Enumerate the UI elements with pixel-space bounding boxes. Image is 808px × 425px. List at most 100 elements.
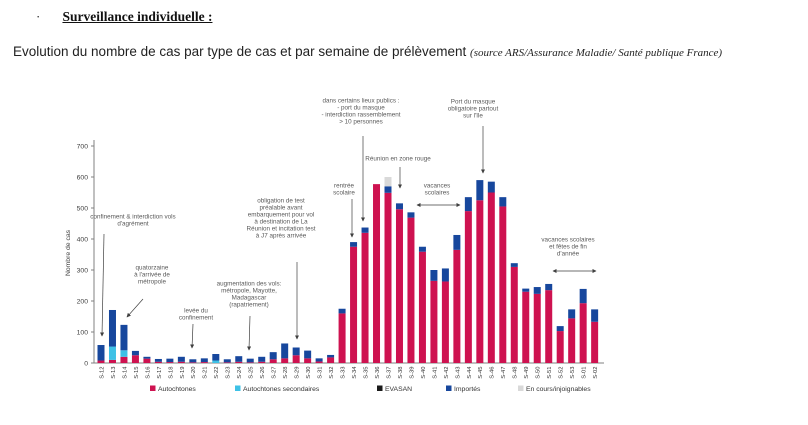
x-tick-label: S-32 — [329, 367, 335, 379]
bar-segment — [533, 293, 541, 363]
x-tick-label: S-35 — [363, 367, 369, 379]
y-axis-ticks: 0 100 200 300 400 500 600 700 — [77, 143, 94, 367]
bar-segment — [361, 227, 369, 233]
x-tick-label: S-12 — [99, 367, 105, 379]
legend-swatch — [377, 385, 383, 391]
x-tick-label: S-44 — [467, 366, 473, 379]
bar-segment — [200, 358, 208, 363]
y-tick-label: 300 — [77, 267, 89, 274]
bar-segment — [361, 232, 369, 363]
x-tick-label: S-21 — [203, 367, 209, 379]
bar-segment — [108, 346, 116, 360]
bar-segment — [441, 268, 449, 282]
x-tick-label: S-15 — [134, 367, 140, 379]
x-tick-label: S-50 — [536, 367, 542, 379]
annotation-arrow — [247, 315, 252, 351]
x-tick-label: S-28 — [283, 367, 289, 379]
bar-segment — [131, 355, 139, 363]
y-axis-title: Nombre de cas — [65, 229, 72, 276]
bar-segment — [568, 318, 576, 363]
y-tick-label: 0 — [84, 360, 88, 367]
bar-segment — [487, 181, 495, 193]
bar-segment — [108, 309, 116, 347]
bar-segment — [315, 361, 323, 363]
bar-segment — [453, 234, 461, 250]
annotation-text: vacances scolaires — [424, 183, 451, 197]
bar-segment — [407, 217, 415, 363]
bar-segment — [338, 308, 346, 314]
bar-segment — [269, 352, 277, 360]
bar-segment — [177, 356, 185, 362]
bar-segment — [281, 358, 289, 363]
bar-segment — [384, 186, 392, 193]
x-tick-label: S-43 — [455, 367, 461, 379]
x-tick-label: S-19 — [180, 367, 186, 379]
source-note: (source ARS/Assurance Maladie/ Santé pub… — [470, 47, 723, 59]
bar-segment — [545, 290, 553, 363]
x-tick-label: S-41 — [432, 367, 438, 379]
page-title: Surveillance individuelle : — [62, 9, 213, 24]
bar-segment — [143, 356, 151, 359]
annotation-arrow — [99, 233, 105, 337]
bar-segment — [258, 361, 266, 363]
chart-caption: Evolution du nombre de cas par type de c… — [13, 44, 471, 59]
x-tick-label: S-18 — [168, 367, 174, 379]
bar-segment — [556, 326, 564, 332]
bar-segment — [223, 359, 231, 363]
x-tick-label: S-33 — [340, 367, 346, 379]
x-tick-label: S-24 — [237, 366, 243, 379]
annotation-text: augmentation des vols: métropole, Mayotte… — [217, 281, 282, 309]
bar-segment — [395, 203, 403, 210]
x-tick-label: S-37 — [386, 367, 392, 379]
bar-segment — [189, 359, 197, 363]
bar-segment — [418, 246, 426, 252]
bar-segment — [522, 291, 530, 363]
x-tick-label: S-22 — [214, 367, 220, 379]
bar-segment — [464, 197, 472, 212]
bar-segment — [407, 212, 415, 218]
bar-segment — [97, 360, 105, 363]
bar-segment — [384, 177, 392, 187]
x-tick-label: S-16 — [145, 367, 151, 379]
bar-segment — [269, 359, 277, 363]
legend-swatch — [150, 385, 156, 391]
bar-segment — [545, 283, 553, 291]
bar-segment — [166, 362, 174, 363]
legend-label: Autochtones secondaires — [243, 386, 320, 393]
x-tick-label: S-46 — [490, 367, 496, 379]
bar-segment — [476, 180, 484, 201]
legend-label: Autochtones — [158, 386, 196, 393]
x-tick-label: S-34 — [352, 366, 358, 379]
x-tick-label: S-25 — [249, 367, 255, 379]
bar-segment — [510, 266, 518, 363]
chart-caption-row: Evolution du nombre de cas par type de c… — [13, 44, 722, 59]
annotation-text: rentrée scolaire — [333, 183, 355, 197]
bar-segment — [384, 192, 392, 363]
legend-swatch — [235, 385, 241, 391]
annotation-text: dans certains lieux publics :- port du m… — [321, 98, 400, 126]
bar-segment — [246, 358, 254, 363]
bar-segment — [579, 288, 587, 304]
x-tick-label: S-31 — [318, 367, 324, 379]
y-tick-label: 400 — [77, 236, 89, 243]
annotation-text: quatorzaine à l'arrivée de métropole — [134, 265, 170, 286]
list-bullet: · — [36, 9, 41, 24]
bar-segment — [177, 361, 185, 363]
bar-segment — [131, 350, 139, 356]
bar-segment — [556, 331, 564, 363]
x-tick-label: S-30 — [306, 367, 312, 379]
bar-segment — [120, 356, 128, 363]
bar-segment — [430, 280, 438, 363]
y-tick-label: 600 — [77, 174, 89, 181]
x-tick-label: S-17 — [157, 367, 163, 379]
x-tick-label: S-01 — [582, 367, 588, 379]
x-tick-label: S-26 — [260, 367, 266, 379]
bar-segment — [281, 343, 289, 359]
bar-segment — [143, 358, 151, 363]
x-tick-label: S-47 — [501, 367, 507, 379]
bar-segment — [108, 359, 116, 363]
x-tick-label: S-36 — [375, 367, 381, 379]
bar-segment — [487, 192, 495, 363]
